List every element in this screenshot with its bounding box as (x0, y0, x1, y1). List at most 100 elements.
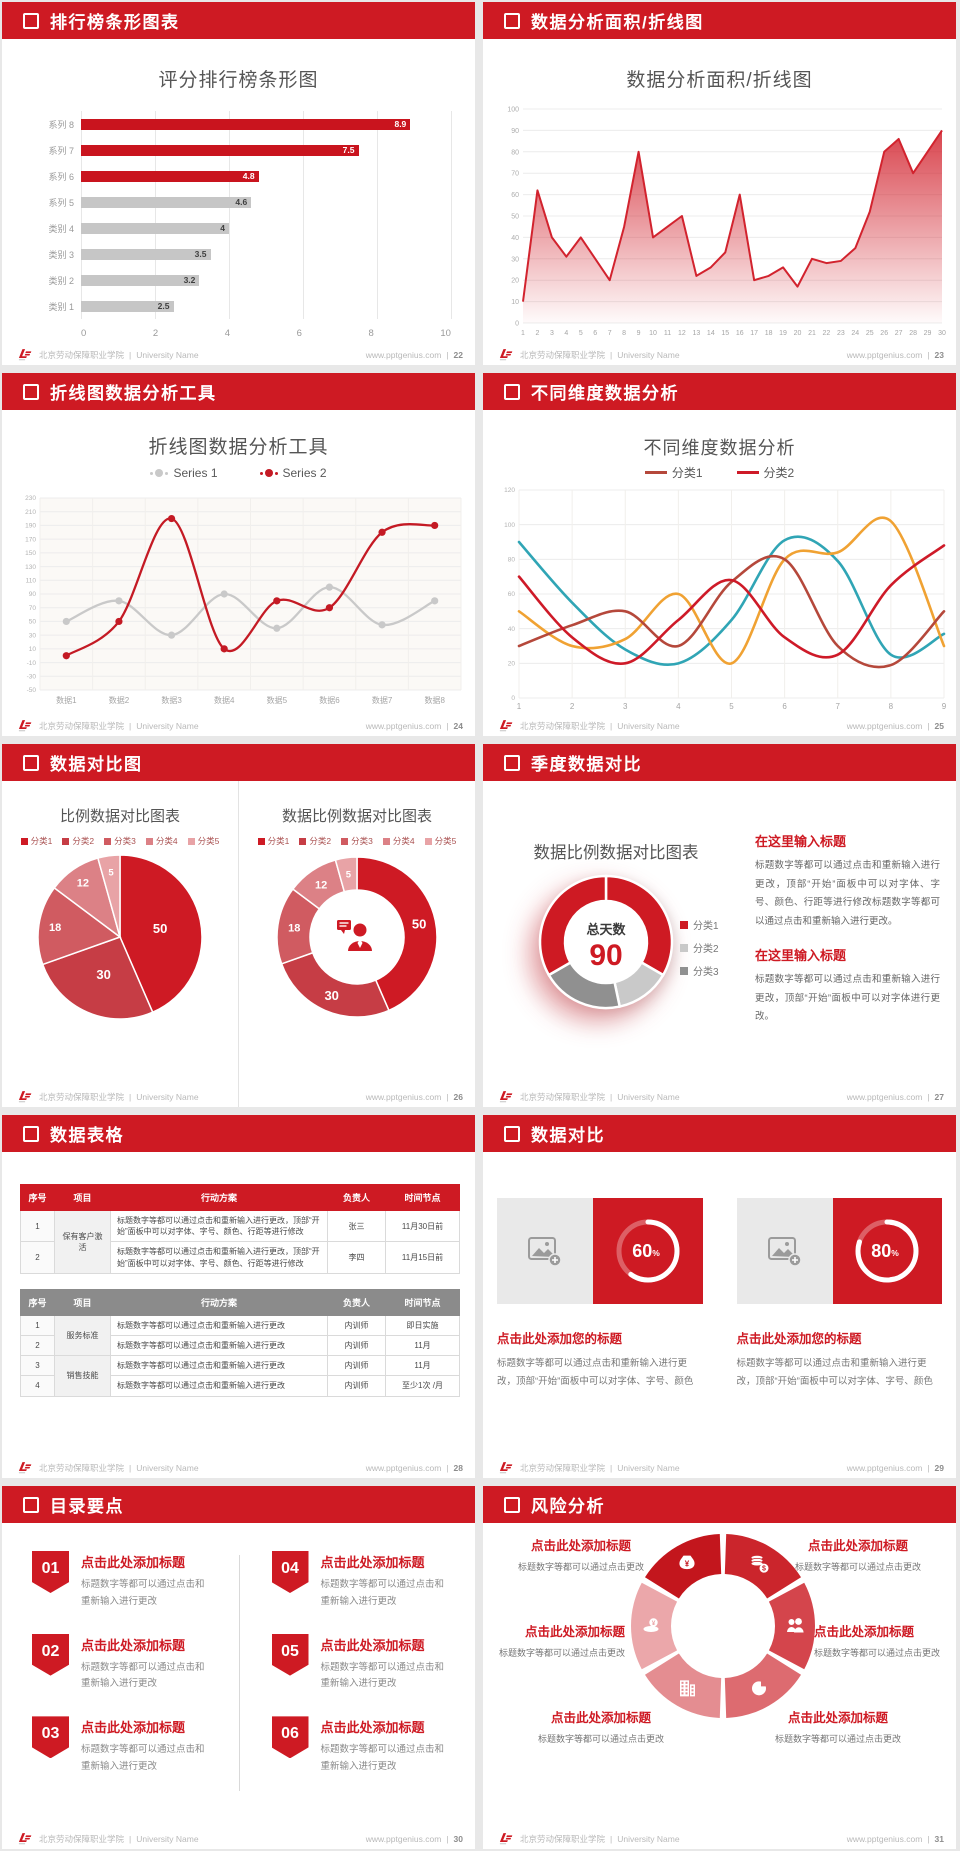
svg-text:7: 7 (836, 702, 841, 711)
wheel-label: 点击此处添加标题 标题数字等都可以通过点击更改 (814, 1625, 941, 1658)
chart-legend: 分类1 分类2 分类3 分类4 分类5 (2, 835, 238, 847)
slide-header: 风险分析 (483, 1486, 956, 1523)
svg-text:60%: 60% (632, 1241, 660, 1261)
svg-text:60: 60 (511, 192, 519, 199)
legend-label: 分类2 (72, 836, 95, 846)
school-logo-icon (499, 1833, 513, 1845)
slide-toc-points[interactable]: 目录要点 01 点击此处添加标题 标题数字等都可以通过点击和重新输入进行更改 02 点击… (2, 1486, 475, 1849)
slide-quarter-donut[interactable]: 季度数据对比 数据比例数据对比图表 总天数 90 分类1 分类2 分类3 在这里输入标… (483, 744, 956, 1107)
toc-number-badge: 04 (271, 1551, 309, 1593)
square-outline-icon (504, 1496, 520, 1513)
page-number: 27 (934, 1091, 944, 1102)
svg-text:50: 50 (511, 214, 519, 221)
svg-text:28: 28 (909, 330, 917, 337)
school-logo-icon (499, 1091, 513, 1103)
image-placeholder (736, 1198, 833, 1304)
chart-title: 数据比例数据对比图表 (533, 844, 699, 862)
svg-text:16: 16 (736, 330, 744, 337)
svg-text:20: 20 (794, 330, 802, 337)
stat-card: 80% 点击此处添加您的标题 标题数字等都可以通过点击和重新输入进行更改，顶部“… (736, 1198, 942, 1391)
slide-risk-analysis[interactable]: 风险分析 ¥ $ ¥ 点击此处添加标题 标题数字等都可以通过点击更改 点击此处添加标… (483, 1486, 956, 1849)
svg-text:14: 14 (707, 330, 715, 337)
slide-footer: 北京劳动保障职业学院 | University Name www.pptgenius… (499, 1461, 944, 1474)
card-body: 标题数字等都可以通过点击和重新输入进行更改，顶部“开始”面板中可以对字体、字号、… (497, 1358, 694, 1388)
slide-header: 季度数据对比 (483, 744, 956, 781)
slide-header: 数据表格 (2, 1115, 475, 1152)
school-logo-icon (18, 1833, 32, 1845)
legend-label: Series 1 (173, 466, 218, 480)
toc-title: 点击此处添加标题 (320, 1637, 425, 1653)
x-axis-tick: 10 (440, 328, 451, 339)
data-table: 序号 项目 行动方案 负责人 时间节点 1 保有客户激活 标题数字等都可以通过点击和重新输入进… (20, 1184, 460, 1274)
svg-text:120: 120 (504, 487, 515, 494)
svg-text:170: 170 (25, 536, 36, 543)
svg-text:70: 70 (511, 171, 519, 178)
svg-text:总天数: 总天数 (586, 922, 626, 937)
toc-number-badge: 03 (32, 1716, 69, 1759)
svg-text:24: 24 (851, 330, 859, 337)
toc-number-badge: 05 (271, 1633, 309, 1676)
slide-header: 不同维度数据分析 (483, 373, 956, 410)
cash-cloud-icon: ¥ (643, 1618, 659, 1632)
page-number: 23 (934, 349, 944, 360)
legend-label: 分类1 (693, 921, 719, 932)
slide-header-title: 折线图数据分析工具 (50, 384, 217, 403)
legend-label: 分类3 (693, 967, 719, 978)
svg-text:5: 5 (108, 867, 114, 878)
table-header-cell: 项目 (54, 1288, 111, 1316)
slide-body: ¥ $ ¥ 点击此处添加标题 标题数字等都可以通过点击更改 点击此处添加标题 标题数… (483, 1523, 956, 1849)
bar-value-label: 4.6 (235, 197, 248, 207)
slide-pie-comparison[interactable]: 数据对比图 比例数据对比图表 分类1 分类2 分类3 分类4 分类5 50 30 18 12 5… (2, 744, 475, 1107)
legend-item: 分类2 (62, 835, 94, 847)
image-placeholder-icon (767, 1237, 802, 1267)
table-row: 3 销售技能 标题数字等都可以通过点击和重新输入进行更改 内训师 11月 (20, 1355, 460, 1397)
square-outline-icon (504, 383, 520, 400)
slide-bar-ranking[interactable]: 排行榜条形图表 评分排行榜条形图 系列 8 系列 7 系列 6 系列 5 类别 4 类别 … (2, 2, 475, 365)
chart-legend: 分类1 分类2 (483, 464, 956, 481)
chart-title: 不同维度数据分析 (643, 438, 796, 458)
square-outline-icon (23, 383, 39, 400)
bar-category-label: 类别 3 (48, 249, 74, 260)
x-axis-tick: 4 (224, 328, 231, 339)
data-table: 序号 项目 行动方案 负责人 时间节点 1 服务标准 标题数字等都可以通过点击和重新输入进行更… (20, 1288, 460, 1397)
slide-footer: 北京劳动保障职业学院 | University Name www.pptgenius… (18, 1832, 463, 1845)
svg-text:30: 30 (938, 330, 946, 337)
toc-body: 标题数字等都可以通过点击和重新输入进行更改 (81, 1744, 205, 1772)
square-outline-icon (23, 12, 39, 29)
legend-label: 分类3 (351, 836, 373, 846)
svg-text:1: 1 (521, 330, 525, 337)
slide-header-title: 数据表格 (50, 1126, 124, 1145)
page-number: 29 (934, 1462, 944, 1473)
slide-body: 不同维度数据分析 分类1 分类2 0 20 40 60 80 100 120 1 2 3 4 5 6 7 8 9… (483, 410, 956, 736)
slide-line-chart[interactable]: 折线图数据分析工具 折线图数据分析工具 Series 1 Series 2 -50… (2, 373, 475, 736)
legend-label: 分类2 (693, 944, 719, 955)
legend-label: 分类3 (114, 836, 136, 846)
slide-header-title: 数据对比图 (50, 755, 143, 774)
bar-category-label: 类别 1 (48, 301, 74, 312)
page-number: 26 (453, 1091, 463, 1102)
svg-text:9: 9 (637, 330, 641, 337)
slide-data-tables[interactable]: 数据表格 序号 项目 行动方案 负责人 时间节点 1 保有客户激活 标题数字等都可以通过点击和… (2, 1115, 475, 1478)
footer-university: University Name (136, 349, 199, 360)
slide-area-chart[interactable]: 数据分析面积/折线图 数据分析面积/折线图 0 10 20 30 40 50 60 70 80 9… (483, 2, 956, 365)
legend-item: 分类3 (341, 835, 373, 847)
block-title: 在这里输入标题 (755, 834, 847, 849)
bar-value-label: 4 (220, 223, 225, 233)
table-row: 1 服务标准 标题数字等都可以通过点击和重新输入进行更改 内训师 即日实施 (20, 1314, 460, 1357)
slide-contrast-cards[interactable]: 数据对比 60% 点击此处添加您的标题 标题数字等都可以通过点击和重新输入进行更… (483, 1115, 956, 1478)
slide-multiline-chart[interactable]: 不同维度数据分析 不同维度数据分析 分类1 分类2 0 20 40 60 80 100 120… (483, 373, 956, 736)
toc-number-badge: 06 (271, 1716, 309, 1759)
chart-legend: 分类1 分类2 分类3 (680, 917, 719, 978)
bar-category-label: 系列 6 (48, 171, 74, 182)
svg-text:80: 80 (511, 149, 519, 156)
line-chart: -50 -30 -10 10 30 50 70 90 110 130 150 170 190 210 230… (10, 492, 467, 708)
bar-value-label: 3.5 (194, 249, 207, 259)
svg-text:23: 23 (837, 330, 845, 337)
legend-item: 分类3 (104, 835, 136, 847)
text-blocks: 在这里输入标题 标题数字等都可以通过点击和重新输入进行更改，顶部“开始”面板中可… (755, 831, 940, 1041)
bar: 2.5 (81, 300, 174, 312)
svg-text:100: 100 (507, 107, 519, 114)
svg-text:12: 12 (315, 879, 327, 891)
legend-item: 分类4 (145, 835, 178, 847)
chart-title: 数据分析面积/折线图 (626, 70, 813, 91)
